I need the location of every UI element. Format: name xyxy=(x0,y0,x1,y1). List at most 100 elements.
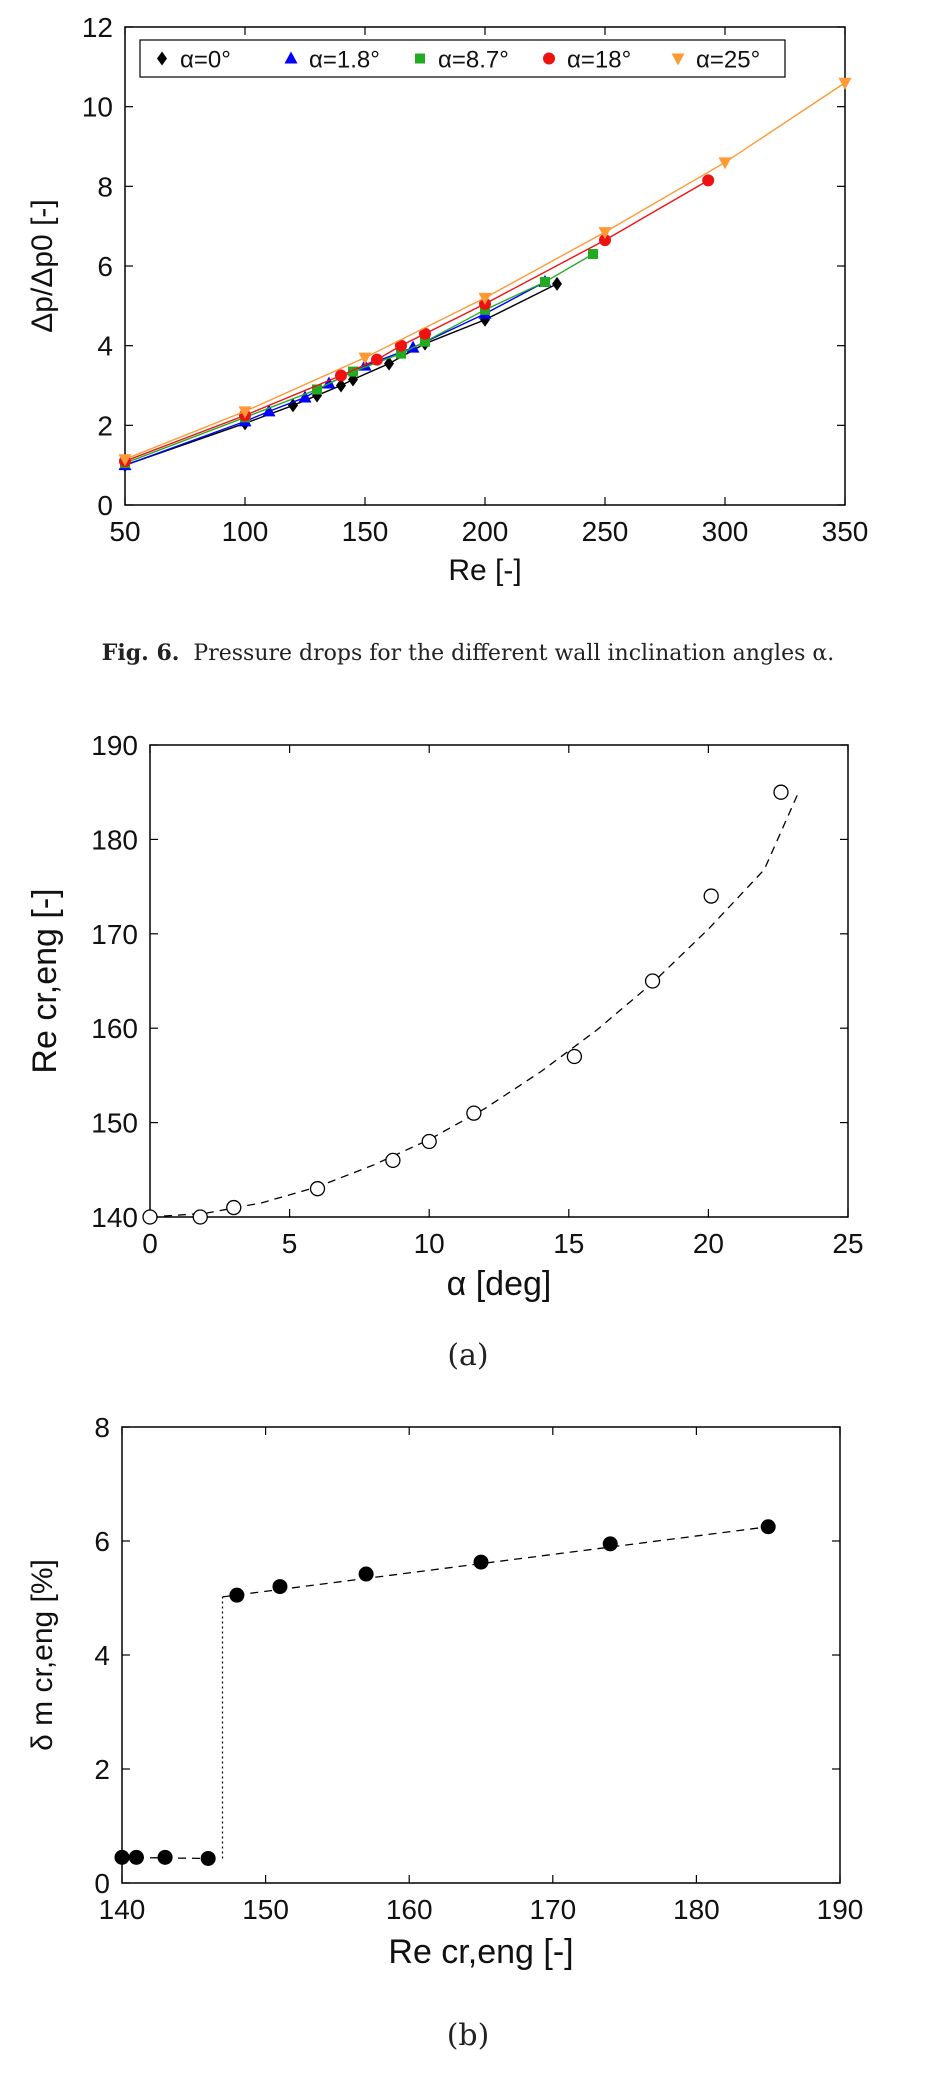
c2-y-axis-label: Re cr,eng [-] xyxy=(26,888,64,1073)
c1-data-point xyxy=(238,406,252,419)
c3-data-point xyxy=(200,1850,216,1866)
c1-x-tick-label: 50 xyxy=(109,516,140,547)
c2-data-point xyxy=(226,1199,242,1216)
c1-data-point xyxy=(118,454,132,467)
c1-legend-label: α=1.8° xyxy=(309,47,380,74)
c2-data-point xyxy=(309,1181,326,1197)
c2-data-point xyxy=(421,1133,437,1150)
c3-data-point xyxy=(128,1849,144,1865)
c1-series-line-4 xyxy=(124,82,846,460)
c3-y-tick-label: 2 xyxy=(94,1754,110,1785)
c1-legend-marker xyxy=(671,53,685,66)
c1-legend-label: α=8.7° xyxy=(438,47,509,74)
c3-y-tick-label: 8 xyxy=(94,1412,110,1443)
c1-data-point xyxy=(298,390,312,403)
c1-legend-label: α=25° xyxy=(696,47,760,74)
c3-y-axis-label: δ m cr,eng [%] xyxy=(26,1559,59,1751)
c2-data-point xyxy=(192,1209,208,1225)
c1-data-point xyxy=(552,276,562,291)
c1-y-tick-label: 12 xyxy=(82,12,113,43)
c2-x-tick-label: 10 xyxy=(414,1228,445,1259)
c1-y-tick-label: 8 xyxy=(97,171,113,202)
c3-x-tick-label: 140 xyxy=(99,1894,146,1925)
c1-data-point xyxy=(478,292,492,305)
c1-data-point xyxy=(420,336,430,347)
c1-data-point xyxy=(838,77,852,90)
c1-x-tick-label: 250 xyxy=(582,516,629,547)
subfigure-a-label: (a) xyxy=(447,1338,489,1373)
c1-legend-label: α=0° xyxy=(180,47,231,74)
subfigure-b-label: (b) xyxy=(446,2018,490,2053)
c3-data-point xyxy=(114,1849,130,1865)
c3-x-tick-label: 150 xyxy=(242,1894,289,1925)
c2-y-tick-label: 140 xyxy=(91,1202,138,1233)
c2-data-point xyxy=(703,888,719,904)
c2-y-tick-label: 150 xyxy=(91,1108,138,1139)
c1-y-tick-label: 0 xyxy=(97,490,113,521)
c1-legend-marker xyxy=(543,52,555,65)
c1-data-point xyxy=(358,352,372,365)
c2-x-tick-label: 5 xyxy=(282,1228,298,1259)
figure-6-caption: Fig. 6. Pressure drops for the different… xyxy=(0,640,936,666)
c2-x-tick-label: 20 xyxy=(693,1228,724,1259)
c2-data-point xyxy=(466,1105,482,1121)
c1-y-tick-label: 4 xyxy=(97,331,113,362)
c3-data-point xyxy=(272,1579,288,1595)
c2-x-tick-label: 25 xyxy=(832,1228,863,1259)
c3-data-point xyxy=(602,1536,618,1552)
figure-6-label: Fig. 6. xyxy=(101,640,180,666)
c3-x-tick-label: 190 xyxy=(817,1894,864,1925)
c2-plot-frame xyxy=(149,744,849,1218)
c1-x-tick-label: 350 xyxy=(822,516,869,547)
c3-data-point xyxy=(760,1519,776,1535)
c1-legend-marker xyxy=(284,51,298,64)
c1-data-point xyxy=(598,227,612,240)
c2-x-axis-label: α [deg] xyxy=(447,1265,552,1303)
c3-x-tick-label: 160 xyxy=(386,1894,433,1925)
c2-data-point xyxy=(385,1152,401,1169)
figure-6-text: Pressure drops for the different wall in… xyxy=(193,641,835,666)
c3-data-point xyxy=(358,1566,374,1582)
c1-data-point xyxy=(335,369,347,382)
c1-data-point xyxy=(588,249,598,260)
c3-y-tick-label: 6 xyxy=(94,1526,110,1557)
c3-x-tick-label: 180 xyxy=(673,1894,720,1925)
c1-legend-label: α=18° xyxy=(567,47,631,74)
c2-fit-curve xyxy=(149,793,799,1218)
c2-x-tick-label: 0 xyxy=(142,1228,158,1259)
c1-data-point xyxy=(718,157,732,170)
c3-y-tick-label: 0 xyxy=(94,1868,110,1899)
c2-x-tick-label: 15 xyxy=(553,1228,584,1259)
c1-y-tick-label: 6 xyxy=(97,251,113,282)
c1-data-point xyxy=(395,339,407,352)
c2-y-tick-label: 190 xyxy=(91,730,138,761)
c1-y-tick-label: 10 xyxy=(82,92,113,123)
c1-data-point xyxy=(348,366,358,377)
mass-deviation-chart: 140 150 160 170 180 190 0 2 4 6 8 Re cr,eng [-] δ m … xyxy=(26,1412,864,1971)
c1-x-tick-label: 150 xyxy=(342,516,389,547)
c2-y-tick-label: 170 xyxy=(91,919,138,950)
c1-data-point xyxy=(419,327,431,340)
critical-re-chart: 0 5 10 15 20 25 140 150 160 170 180 190 α [deg] Re cr… xyxy=(26,730,864,1303)
c3-x-axis-label: Re cr,eng [-] xyxy=(388,1933,573,1971)
c3-data-point xyxy=(157,1849,173,1865)
c1-data-point xyxy=(336,378,346,393)
c3-fit-line-high xyxy=(222,1526,769,1598)
c3-y-tick-label: 4 xyxy=(94,1640,110,1671)
c1-plot-frame xyxy=(124,26,846,506)
pressure-drop-chart: 50 100 150 200 250 300 350 0 2 4 6 8 10 12 α=0° α=1.8° α… xyxy=(26,12,869,587)
c1-x-tick-label: 300 xyxy=(702,516,749,547)
c1-legend-marker xyxy=(157,51,167,66)
c2-data-point xyxy=(142,1209,158,1225)
c2-data-point xyxy=(644,973,661,989)
c1-data-point xyxy=(262,404,276,417)
c1-data-point xyxy=(371,353,383,366)
c3-x-tick-label: 170 xyxy=(529,1894,576,1925)
c1-data-point xyxy=(396,348,406,359)
c1-data-point xyxy=(288,398,298,413)
c1-y-tick-label: 2 xyxy=(97,410,113,441)
c1-data-point xyxy=(384,356,394,371)
c1-legend-box xyxy=(139,39,786,78)
c3-data-point xyxy=(229,1587,245,1603)
c1-data-point xyxy=(312,384,322,395)
